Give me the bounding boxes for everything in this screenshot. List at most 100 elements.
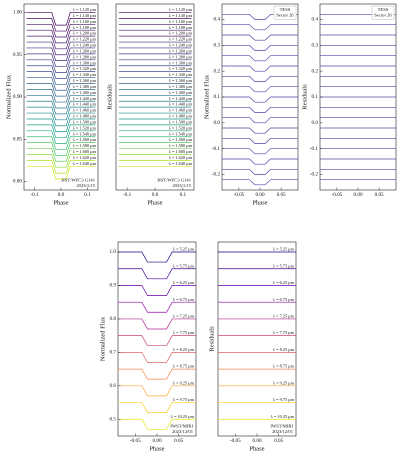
light-curve: [222, 34, 298, 41]
light-curve: [118, 301, 196, 313]
wavelength-label: λ = 1.160 µm: [169, 19, 193, 24]
plot-frame: [217, 241, 297, 437]
wavelength-label: λ = 1.360 µm: [73, 78, 97, 83]
wavelength-label: λ = 8.75 µm: [273, 364, 295, 369]
wavelength-label: λ = 1.340 µm: [169, 72, 193, 77]
wavelength-label: λ = 1.440 µm: [73, 102, 97, 107]
y-axis-label: Residuals: [106, 84, 113, 110]
light-curve: [26, 100, 96, 115]
light-curve: [26, 18, 96, 32]
x-axis-label: Phase: [53, 199, 68, 206]
wavelength-label: λ = 7.75 µm: [173, 330, 195, 335]
wavelength-label: λ = 5.75 µm: [173, 263, 195, 268]
light-curve: [26, 160, 96, 174]
light-curve: [26, 83, 96, 97]
wavelength-label: λ = 1.300 µm: [73, 60, 97, 65]
annotation-box: [371, 5, 395, 20]
light-curve: [222, 106, 298, 113]
x-tick-label: 0.00: [353, 192, 362, 198]
light-curve: [26, 59, 96, 73]
light-curve: [26, 124, 96, 138]
light-curve: [118, 418, 196, 430]
wavelength-label: λ = 1.640 µm: [73, 161, 97, 166]
panel: λ = 5.25 µm λ = 5.75 µm λ = 6.25 µm λ = 6.7…: [99, 241, 197, 452]
y-tick-label: 0.90: [13, 94, 22, 100]
wavelength-label: λ = 1.460 µm: [73, 108, 97, 113]
x-tick-label: 0.05: [174, 438, 183, 444]
light-curve: [26, 165, 96, 180]
annotation: HST/WFC3 G141: [157, 177, 191, 182]
wavelength-label: λ = 5.25 µm: [173, 247, 195, 252]
wavelength-label: λ = 1.560 µm: [73, 137, 97, 142]
wavelength-label: λ = 1.620 µm: [73, 155, 97, 160]
y-tick-label: 1.0: [110, 249, 117, 255]
y-tick-label: 0.4: [312, 17, 319, 23]
wavelength-label: λ = 1.400 µm: [73, 90, 97, 95]
wavelength-label: λ = 1.260 µm: [169, 48, 193, 53]
y-tick-label: 0.0: [214, 120, 221, 126]
wavelength-label: λ = 1.600 µm: [169, 149, 193, 154]
x-tick-label: 0.05: [274, 438, 283, 444]
light-curve: [26, 47, 96, 61]
light-curve: [26, 130, 96, 144]
x-tick-label: -0.05: [130, 438, 141, 444]
light-curve: [26, 29, 96, 44]
annotation: Sector 26: [276, 12, 294, 17]
wavelength-label: λ = 1.600 µm: [73, 149, 97, 154]
y-tick-label: 0.2: [312, 68, 319, 74]
x-tick-label: 0.0: [58, 192, 65, 198]
wavelength-label: λ = 10.25 µm: [171, 414, 195, 419]
y-tick-label: 0.0: [312, 120, 319, 126]
plot-frame: [117, 241, 197, 437]
wavelength-label: λ = 5.75 µm: [273, 263, 295, 268]
light-curve: [118, 318, 196, 330]
y-tick-label: 0.85: [13, 136, 22, 142]
light-curve: [26, 148, 96, 162]
wavelength-label: λ = 1.400 µm: [169, 90, 193, 95]
wavelength-label: λ = 1.520 µm: [169, 125, 193, 130]
x-tick-label: 0.00: [252, 438, 261, 444]
light-curve: [222, 179, 298, 186]
wavelength-label: λ = 1.340 µm: [73, 72, 97, 77]
wavelength-label: λ = 1.580 µm: [73, 143, 97, 148]
light-curve: [26, 12, 96, 26]
annotation-box: [273, 5, 297, 20]
wavelength-label: λ = 1.260 µm: [73, 48, 97, 53]
wavelength-label: λ = 8.25 µm: [173, 347, 195, 352]
y-axis-label: Residuals: [301, 84, 308, 110]
x-tick-label: 0.00: [255, 192, 264, 198]
y-tick-label: 1.00: [13, 10, 22, 16]
wavelength-label: λ = 1.380 µm: [73, 84, 97, 89]
x-tick-label: 0.1: [84, 192, 91, 198]
light-curve: [26, 35, 96, 50]
annotation: TESS: [280, 7, 291, 12]
wavelength-label: λ = 1.360 µm: [169, 78, 193, 83]
light-curve: [26, 53, 96, 67]
y-axis-label: Residuals: [208, 326, 215, 352]
wavelength-label: λ = 1.560 µm: [169, 137, 193, 142]
light-curve: [222, 44, 298, 51]
panel: λ = 1.120 µmλ = 1.140 µmλ = 1.160 µmλ = …: [5, 3, 99, 206]
wavelength-label: λ = 1.540 µm: [169, 131, 193, 136]
x-axis-label: Phase: [147, 199, 162, 206]
annotation: HST/WFC3 G141: [61, 177, 95, 182]
wavelength-label: λ = 1.620 µm: [169, 155, 193, 160]
wavelength-label: λ = 1.220 µm: [169, 37, 193, 42]
y-tick-label: 0.4: [214, 17, 221, 23]
wavelength-label: λ = 9.75 µm: [173, 397, 195, 402]
y-tick-label: -0.1: [212, 146, 221, 152]
y-tick-label: -0.2: [212, 172, 221, 178]
wavelength-label: λ = 1.460 µm: [169, 108, 193, 113]
light-curve: [222, 148, 298, 155]
wavelength-label: λ = 1.200 µm: [73, 31, 97, 36]
y-tick-label: -0.1: [310, 146, 319, 152]
plot-frame: [23, 3, 99, 191]
wavelength-label: λ = 8.25 µm: [273, 347, 295, 352]
wavelength-label: λ = 7.25 µm: [173, 314, 195, 319]
x-axis-label: Phase: [252, 199, 267, 206]
x-tick-label: -0.05: [230, 438, 241, 444]
x-tick-label: -0.1: [123, 192, 132, 198]
light-curve: [222, 86, 298, 93]
wavelength-label: λ = 1.200 µm: [169, 31, 193, 36]
wavelength-label: λ = 1.140 µm: [73, 13, 97, 18]
